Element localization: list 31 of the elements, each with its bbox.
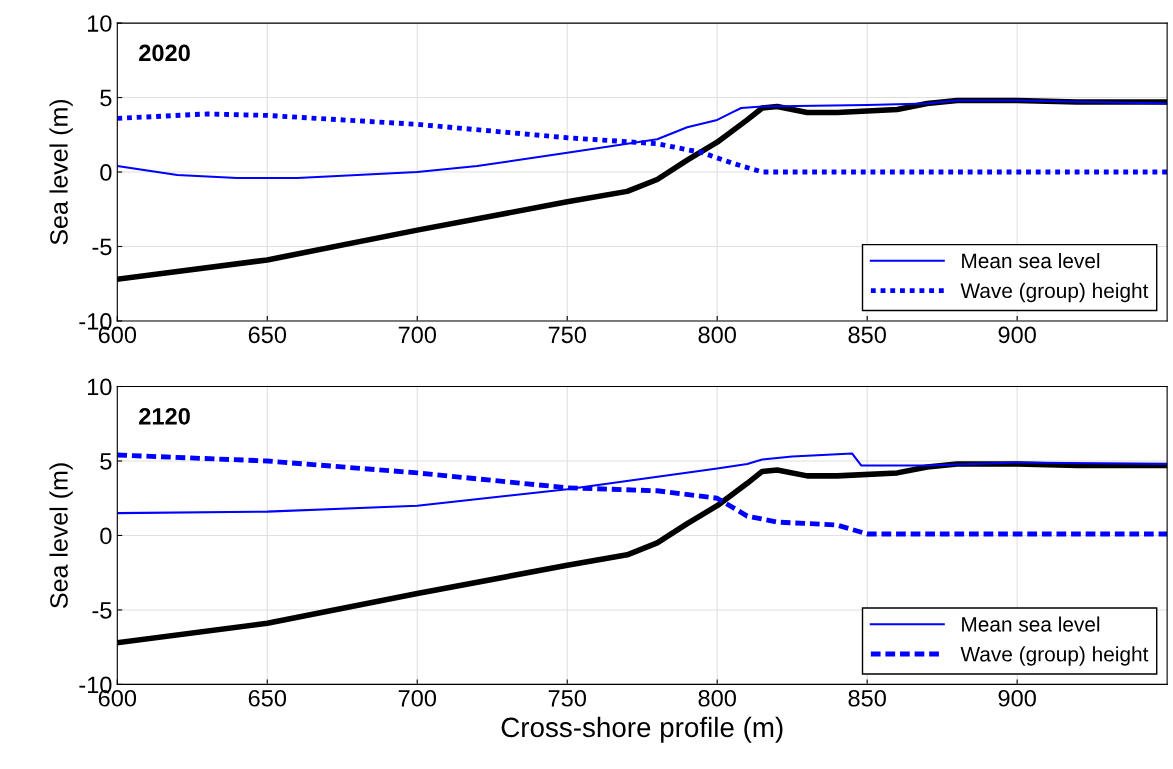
legend-label: Wave (group) height	[960, 646, 1149, 666]
x-tick-label: 650	[248, 689, 287, 707]
y-tick-label: 5	[100, 89, 112, 107]
x-tick-label: 700	[398, 689, 437, 707]
x-tick-label: 900	[998, 689, 1036, 707]
x-tick-label: 900	[998, 326, 1036, 344]
legend-label: Wave (group) height	[960, 282, 1149, 303]
x-tick-label: 750	[548, 326, 586, 344]
annotation: 2020	[139, 44, 190, 62]
legend-label: Mean sea level	[962, 616, 1100, 632]
y-tick-label: 0	[100, 527, 112, 545]
y-tick-label: -5	[92, 602, 112, 619]
x-tick-label: 700	[398, 326, 437, 344]
y-tick-label: 10	[87, 15, 112, 32]
y-tick-label: 10	[87, 378, 112, 396]
y-tick-label: 5	[100, 453, 112, 470]
x-tick-label: 750	[548, 689, 586, 707]
x-tick-label: 650	[248, 326, 287, 344]
line-series	[117, 452, 1168, 537]
annotation: 2120	[139, 407, 190, 425]
x-tick-label: 800	[698, 689, 736, 707]
y-axis-title: Sea level (m)	[49, 463, 73, 608]
x-tick-label: 800	[698, 326, 736, 344]
x-axis-title: Cross-shore profile (m)	[501, 716, 783, 743]
y-axis-title: Sea level (m)	[49, 99, 73, 245]
legend-label: Mean sea level	[962, 252, 1100, 269]
x-tick-label: 850	[848, 689, 886, 707]
y-tick-label: 0	[100, 164, 112, 181]
y-tick-label: -5	[92, 238, 112, 256]
x-tick-label: 850	[848, 326, 886, 344]
line-series	[117, 99, 1168, 180]
